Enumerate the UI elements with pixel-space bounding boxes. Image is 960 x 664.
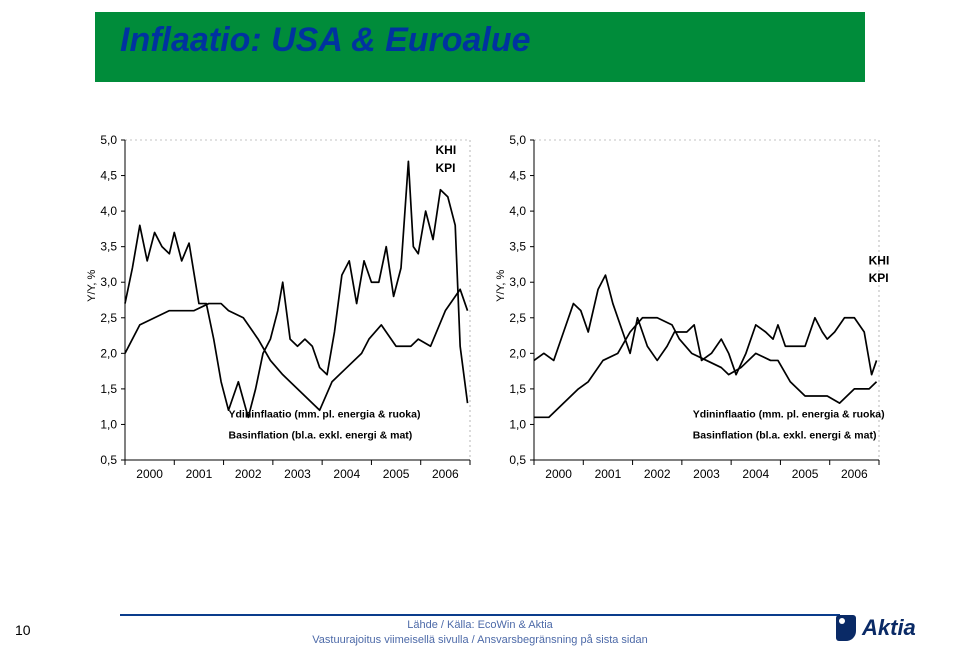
svg-text:2002: 2002 (644, 467, 671, 481)
svg-text:5,0: 5,0 (509, 133, 526, 147)
svg-text:4,0: 4,0 (100, 204, 117, 218)
svg-text:2005: 2005 (383, 467, 410, 481)
svg-text:Y/Y, %: Y/Y, % (86, 269, 98, 301)
page-title: Inflaatio: USA & Euroalue (120, 21, 531, 60)
svg-text:Basinflation (bl.a. exkl. ener: Basinflation (bl.a. exkl. energi & mat) (693, 430, 877, 442)
chart-left: 0,5 1,0 1,5 2,0 2,5 3,0 3,5 4,0 4,5 5,0 2000 2001 20… (85, 130, 480, 510)
svg-text:Basinflation (bl.a. exkl. ener: Basinflation (bl.a. exkl. energi & mat) (229, 430, 413, 442)
logo-text: Aktia (862, 615, 916, 641)
svg-text:2,5: 2,5 (100, 311, 117, 325)
svg-text:KPI: KPI (436, 161, 456, 175)
svg-text:2006: 2006 (432, 467, 459, 481)
svg-text:2,0: 2,0 (509, 346, 526, 360)
svg-text:KHI: KHI (436, 143, 457, 157)
svg-text:2001: 2001 (186, 467, 213, 481)
svg-text:2000: 2000 (136, 467, 163, 481)
chart-right-svg: 0,5 1,0 1,5 2,0 2,5 3,0 3,5 4,0 4,5 5,0 2000 2001 20… (494, 130, 889, 500)
chart-left-svg: 0,5 1,0 1,5 2,0 2,5 3,0 3,5 4,0 4,5 5,0 2000 2001 20… (85, 130, 480, 500)
svg-text:2002: 2002 (235, 467, 262, 481)
svg-text:0,5: 0,5 (100, 453, 117, 467)
svg-text:4,0: 4,0 (509, 204, 526, 218)
svg-text:1,5: 1,5 (100, 382, 117, 396)
page-number: 10 (15, 622, 31, 638)
svg-text:1,0: 1,0 (100, 417, 117, 431)
svg-text:Ydininflaatio (mm. pl. energia: Ydininflaatio (mm. pl. energia & ruoka) (229, 408, 421, 420)
svg-text:2006: 2006 (841, 467, 868, 481)
svg-text:4,5: 4,5 (509, 169, 526, 183)
svg-text:2,0: 2,0 (100, 346, 117, 360)
svg-text:3,0: 3,0 (509, 275, 526, 289)
logo-mark-icon (836, 615, 856, 641)
svg-text:2000: 2000 (545, 467, 572, 481)
footer: Lähde / Källa: EcoWin & Aktia Vastuurajo… (200, 618, 760, 648)
svg-text:2,5: 2,5 (509, 311, 526, 325)
footer-rule (120, 614, 840, 616)
svg-text:2005: 2005 (792, 467, 819, 481)
svg-text:3,5: 3,5 (509, 240, 526, 254)
svg-text:KHI: KHI (869, 253, 889, 267)
chart-right: 0,5 1,0 1,5 2,0 2,5 3,0 3,5 4,0 4,5 5,0 2000 2001 20… (494, 130, 889, 510)
svg-text:2001: 2001 (595, 467, 622, 481)
svg-text:3,0: 3,0 (100, 275, 117, 289)
svg-text:1,0: 1,0 (509, 417, 526, 431)
svg-text:3,5: 3,5 (100, 240, 117, 254)
svg-text:2004: 2004 (742, 467, 769, 481)
svg-text:Y/Y, %: Y/Y, % (495, 269, 507, 301)
svg-text:KPI: KPI (869, 271, 889, 285)
svg-text:2004: 2004 (333, 467, 360, 481)
footer-source: Lähde / Källa: EcoWin & Aktia (200, 618, 760, 633)
svg-text:0,5: 0,5 (509, 453, 526, 467)
svg-text:2003: 2003 (693, 467, 720, 481)
svg-text:Ydininflaatio (mm. pl. energia: Ydininflaatio (mm. pl. energia & ruoka) (693, 408, 885, 420)
svg-text:5,0: 5,0 (100, 133, 117, 147)
brand-logo: Aktia (836, 610, 932, 646)
slide: Inflaatio: USA & Euroalue 0,5 1,0 1,5 2,0 2,… (0, 0, 960, 664)
charts-row: 0,5 1,0 1,5 2,0 2,5 3,0 3,5 4,0 4,5 5,0 2000 2001 20… (85, 130, 885, 510)
svg-text:2003: 2003 (284, 467, 311, 481)
svg-text:1,5: 1,5 (509, 382, 526, 396)
svg-text:4,5: 4,5 (100, 169, 117, 183)
footer-disclaimer: Vastuurajoitus viimeisellä sivulla / Ans… (200, 633, 760, 648)
